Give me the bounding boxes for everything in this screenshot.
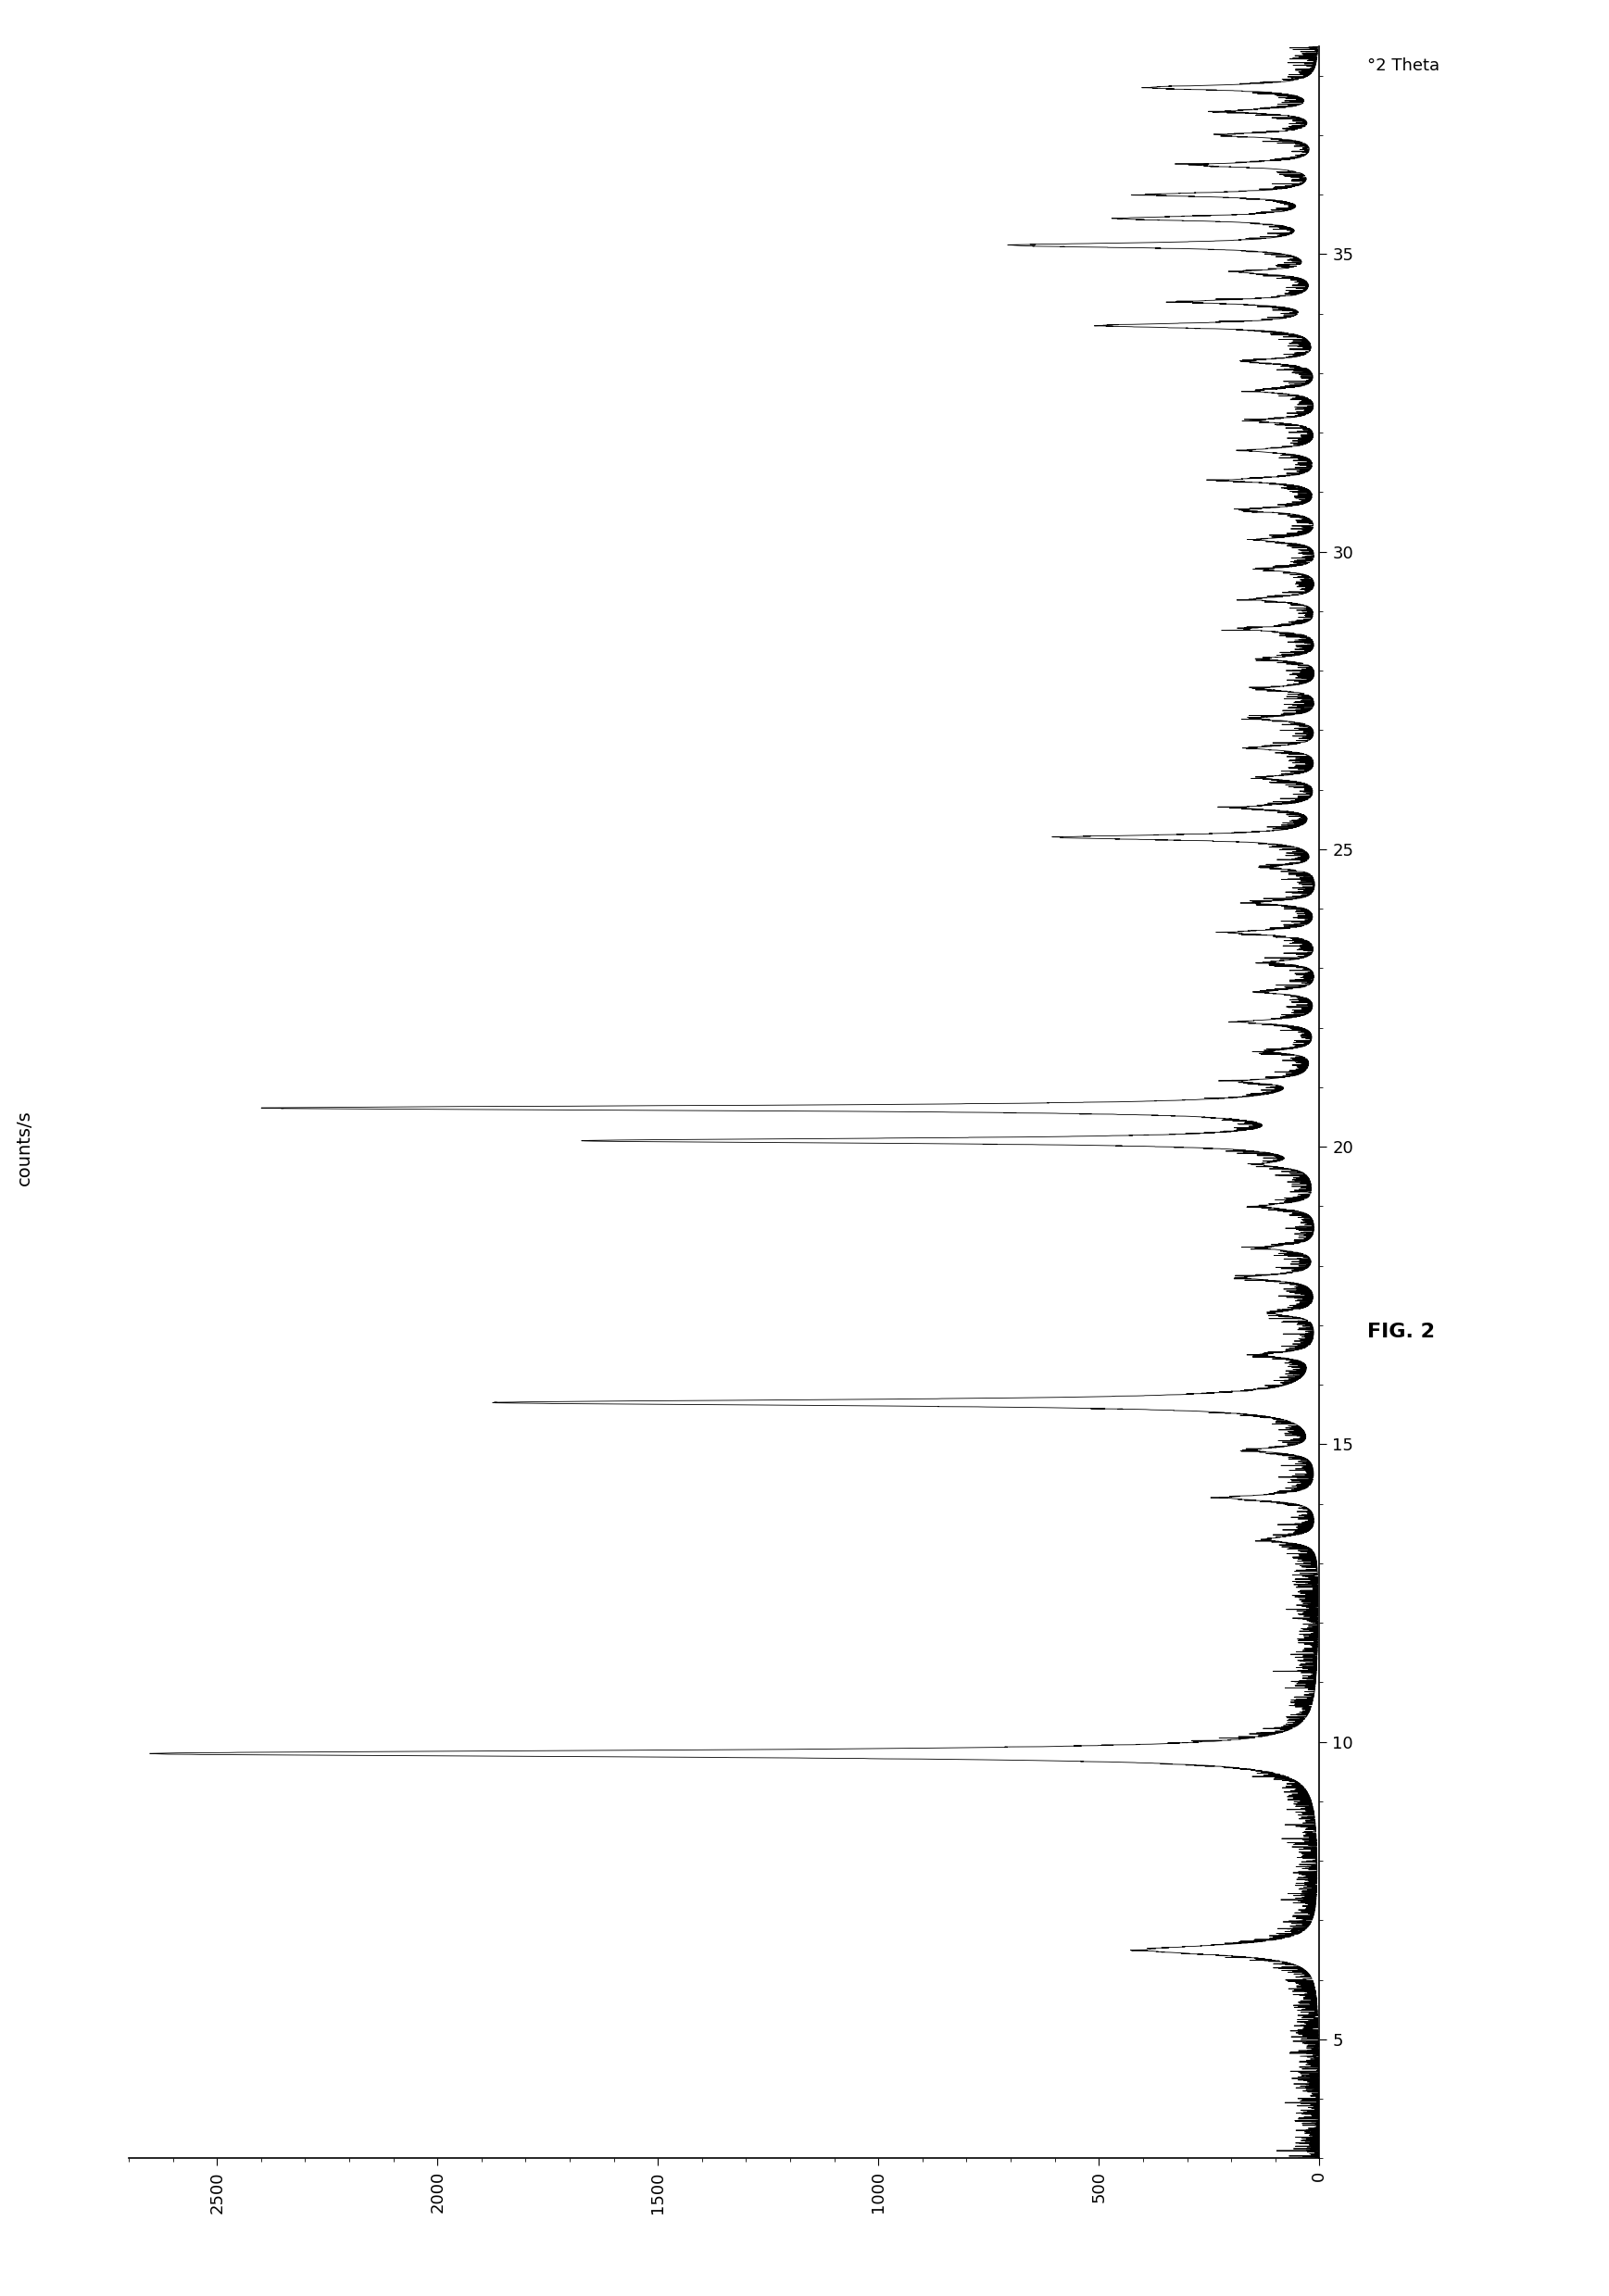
Text: FIG. 2: FIG. 2 (1368, 1322, 1435, 1341)
Text: °2 Theta: °2 Theta (1368, 57, 1440, 73)
Text: counts/s: counts/s (16, 1111, 32, 1185)
